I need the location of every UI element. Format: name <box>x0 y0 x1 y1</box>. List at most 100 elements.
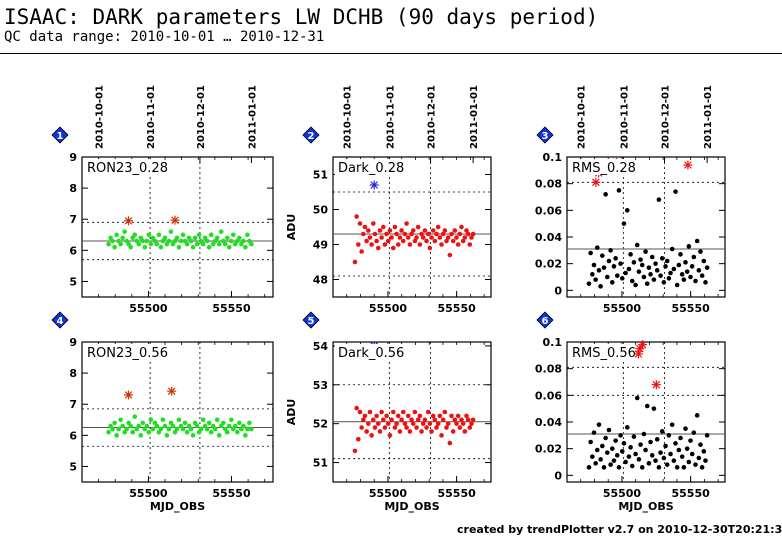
data-point <box>144 423 150 429</box>
data-point <box>166 426 172 432</box>
data-point <box>184 429 190 435</box>
data-point <box>247 420 252 426</box>
data-point <box>370 221 376 226</box>
y-tick-label: 8 <box>69 182 77 195</box>
data-point <box>639 465 645 470</box>
data-point <box>235 429 240 435</box>
data-point <box>596 422 602 427</box>
data-point <box>686 244 692 249</box>
y-tick-label: 53 <box>313 379 328 392</box>
data-point <box>374 238 379 244</box>
outlier-marker <box>124 216 134 226</box>
x-tick-label: 55500 <box>603 487 642 500</box>
data-point <box>676 447 682 453</box>
data-point <box>464 228 469 233</box>
data-point <box>470 417 476 423</box>
data-point <box>110 238 115 244</box>
x-tick-label: 55500 <box>129 302 168 315</box>
data-point <box>361 231 366 237</box>
data-point <box>417 413 423 419</box>
data-point <box>469 235 474 240</box>
outlier-marker <box>638 340 648 350</box>
data-point <box>382 242 388 247</box>
y-tick-label: 0.06 <box>535 204 562 217</box>
data-point <box>599 443 605 449</box>
data-point <box>120 235 125 241</box>
data-point <box>385 421 391 426</box>
data-point <box>367 409 373 415</box>
data-point <box>698 442 703 447</box>
page-title: ISAAC: DARK parameters LW DCHB (90 days … <box>4 5 599 29</box>
data-point <box>452 228 458 233</box>
data-point <box>663 264 668 269</box>
data-point <box>450 429 456 434</box>
date-tick-label: 2010-12-01 <box>661 85 672 149</box>
data-point <box>122 229 127 234</box>
data-point <box>586 465 592 470</box>
data-point <box>136 423 142 429</box>
data-point <box>673 189 678 194</box>
data-point <box>621 441 627 446</box>
data-point <box>606 427 612 433</box>
data-point <box>658 273 663 278</box>
x-tick-label: 55500 <box>129 487 168 500</box>
data-point <box>593 461 598 466</box>
date-tick-label: 2010-10-01 <box>343 85 354 149</box>
data-point <box>170 423 176 429</box>
data-point <box>651 406 657 411</box>
data-point <box>194 423 200 429</box>
data-point <box>469 421 474 426</box>
header-divider <box>0 53 782 54</box>
outlier-stroke <box>124 391 133 399</box>
panel-badge-icon <box>51 126 69 144</box>
data-point <box>440 231 446 237</box>
data-point <box>148 241 154 247</box>
data-point <box>619 276 625 281</box>
plot-frame <box>81 341 274 483</box>
data-point <box>354 214 359 219</box>
data-point <box>673 441 678 446</box>
data-point <box>661 455 667 461</box>
data-point <box>699 273 705 278</box>
data-point <box>445 235 451 240</box>
data-point <box>691 254 697 260</box>
data-point <box>459 417 464 423</box>
panel-badge-number: 5 <box>308 316 315 327</box>
panel-badge-number: 1 <box>57 131 64 142</box>
data-point <box>372 425 378 430</box>
data-point <box>666 433 672 438</box>
data-point <box>671 266 677 272</box>
panel-label-box <box>84 344 164 360</box>
data-point <box>586 281 592 286</box>
data-point <box>614 453 620 458</box>
data-point <box>106 241 111 247</box>
x-tick-label: 55550 <box>438 302 477 315</box>
panel-label: RON23_0.28 <box>87 161 168 176</box>
data-point <box>377 228 383 233</box>
data-point <box>649 453 655 458</box>
outlier-marker <box>651 380 661 390</box>
data-point <box>439 433 444 438</box>
y-tick-label: 0.04 <box>535 231 562 244</box>
data-point <box>420 421 426 426</box>
x-tick-label: 55550 <box>438 487 477 500</box>
y-tick-label: 7 <box>69 398 77 411</box>
outlier-marker <box>167 386 177 396</box>
data-point <box>656 465 662 470</box>
data-point <box>703 458 708 463</box>
data-point <box>449 413 454 419</box>
data-point <box>369 242 374 247</box>
data-point <box>704 265 710 270</box>
data-point <box>422 417 428 423</box>
outlier-marker <box>124 390 134 400</box>
data-point <box>116 426 121 432</box>
date-tick-label: 2010-12-01 <box>196 85 207 149</box>
data-point <box>609 446 615 451</box>
data-point <box>118 417 123 423</box>
data-point <box>402 421 408 426</box>
data-point <box>158 244 164 250</box>
date-tick-label: 2011-01-01 <box>703 85 714 149</box>
data-point <box>701 258 707 264</box>
data-point <box>636 269 642 274</box>
outlier-marker <box>591 177 601 187</box>
